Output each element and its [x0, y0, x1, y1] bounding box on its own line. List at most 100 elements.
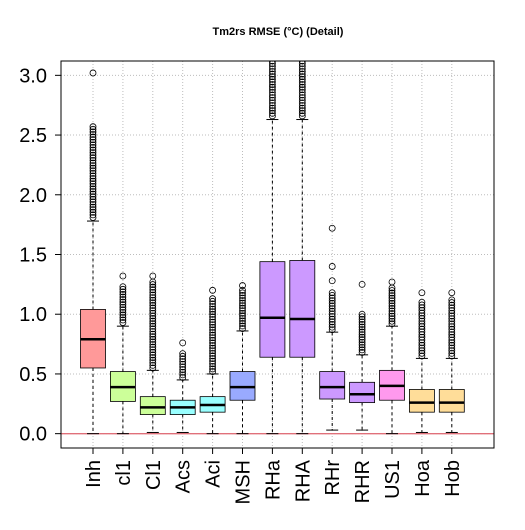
outlier-point	[119, 298, 127, 306]
outlier-point	[298, 107, 306, 115]
box-body	[438, 389, 465, 413]
outlier-point	[239, 282, 246, 289]
outlier-point	[239, 320, 246, 327]
x-tick-label: RHA	[292, 459, 314, 502]
outlier-point	[358, 321, 366, 328]
outlier-point	[89, 167, 97, 175]
outlier-point	[418, 301, 426, 309]
outlier-point	[328, 224, 336, 232]
outlier-point	[89, 177, 97, 185]
outlier-point	[239, 286, 246, 294]
outlier-point	[149, 338, 157, 346]
outlier-point	[209, 368, 217, 375]
outlier-point	[328, 289, 336, 297]
outlier-point	[448, 325, 456, 333]
outlier-point	[89, 138, 97, 146]
outlier-point	[298, 70, 306, 78]
x-tick-label: US1	[382, 460, 404, 499]
box-body	[289, 260, 316, 358]
outlier-point	[418, 315, 426, 322]
outlier-point	[209, 318, 217, 326]
outlier-point	[358, 341, 366, 349]
outlier-point	[298, 65, 306, 73]
outlier-point	[239, 294, 246, 302]
outlier-point	[448, 349, 456, 357]
outlier-point	[418, 304, 426, 312]
outlier-point	[119, 316, 127, 324]
outlier-point	[149, 299, 157, 307]
axes-layer: 0.0 0.5 1.0 1.5 2.0 2.5 3.0 Inh cl1 Cl1 Acs Aci MSH R…	[19, 60, 495, 504]
outlier-point	[269, 61, 276, 65]
outlier-point	[209, 305, 217, 313]
outlier-point	[209, 360, 217, 368]
outlier-point	[239, 307, 246, 315]
outlier-point	[209, 331, 217, 339]
outlier-point	[448, 328, 456, 336]
outlier-point	[89, 125, 97, 133]
outlier-point	[388, 315, 396, 323]
box-RHa	[259, 61, 286, 435]
outlier-point	[358, 328, 366, 336]
outlier-point	[209, 297, 217, 305]
boxes-layer	[80, 61, 465, 435]
outlier-point	[209, 326, 217, 334]
outlier-point	[179, 368, 187, 376]
outlier-point	[89, 190, 97, 198]
outlier-point	[89, 123, 97, 131]
box-body	[349, 381, 376, 404]
outlier-point	[298, 81, 306, 88]
y-tick-label: 1.5	[19, 245, 47, 267]
outlier-point	[448, 331, 456, 339]
outlier-point	[149, 364, 157, 372]
outlier-point	[209, 357, 217, 365]
outlier-point	[298, 73, 306, 81]
outlier-point	[268, 70, 276, 78]
outlier-point	[448, 304, 456, 312]
outlier-point	[358, 338, 366, 346]
outlier-point	[448, 289, 456, 297]
outlier-point	[298, 61, 306, 65]
outlier-point	[89, 193, 97, 201]
outlier-point	[328, 305, 336, 312]
outlier-point	[89, 203, 97, 211]
outlier-point	[89, 201, 97, 208]
outlier-point	[149, 346, 157, 354]
outlier-point	[149, 351, 157, 359]
outlier-point	[119, 293, 127, 301]
outlier-point	[298, 78, 306, 86]
outlier-point	[448, 299, 456, 306]
box-body	[408, 389, 435, 413]
outlier-point	[418, 317, 426, 325]
outlier-point	[149, 312, 157, 320]
outlier-point	[239, 289, 246, 297]
outlier-point	[149, 359, 157, 367]
outlier-point	[418, 289, 426, 297]
outlier-point	[179, 366, 187, 373]
outlier-point	[388, 297, 396, 305]
box-Hoa	[408, 289, 435, 433]
outlier-point	[209, 295, 217, 303]
outlier-point	[328, 263, 336, 270]
box-MSH	[229, 282, 256, 435]
outlier-point	[179, 360, 187, 368]
outlier-point	[268, 78, 276, 86]
outlier-point	[358, 346, 366, 354]
x-tick-label: RHa	[262, 459, 284, 500]
outlier-point	[119, 314, 127, 321]
outlier-point	[268, 104, 276, 112]
outlier-point	[149, 283, 157, 291]
outlier-point	[268, 102, 276, 109]
outlier-point	[149, 309, 157, 317]
outlier-point	[89, 195, 97, 203]
outlier-point	[119, 303, 127, 311]
outlier-point	[418, 320, 426, 328]
outlier-point	[298, 112, 306, 120]
outlier-point	[358, 326, 366, 333]
outlier-point	[239, 309, 246, 317]
outlier-point	[328, 321, 336, 328]
outlier-point	[209, 316, 217, 323]
y-tick-label: 2.5	[19, 125, 47, 147]
outlier-point	[268, 68, 276, 75]
